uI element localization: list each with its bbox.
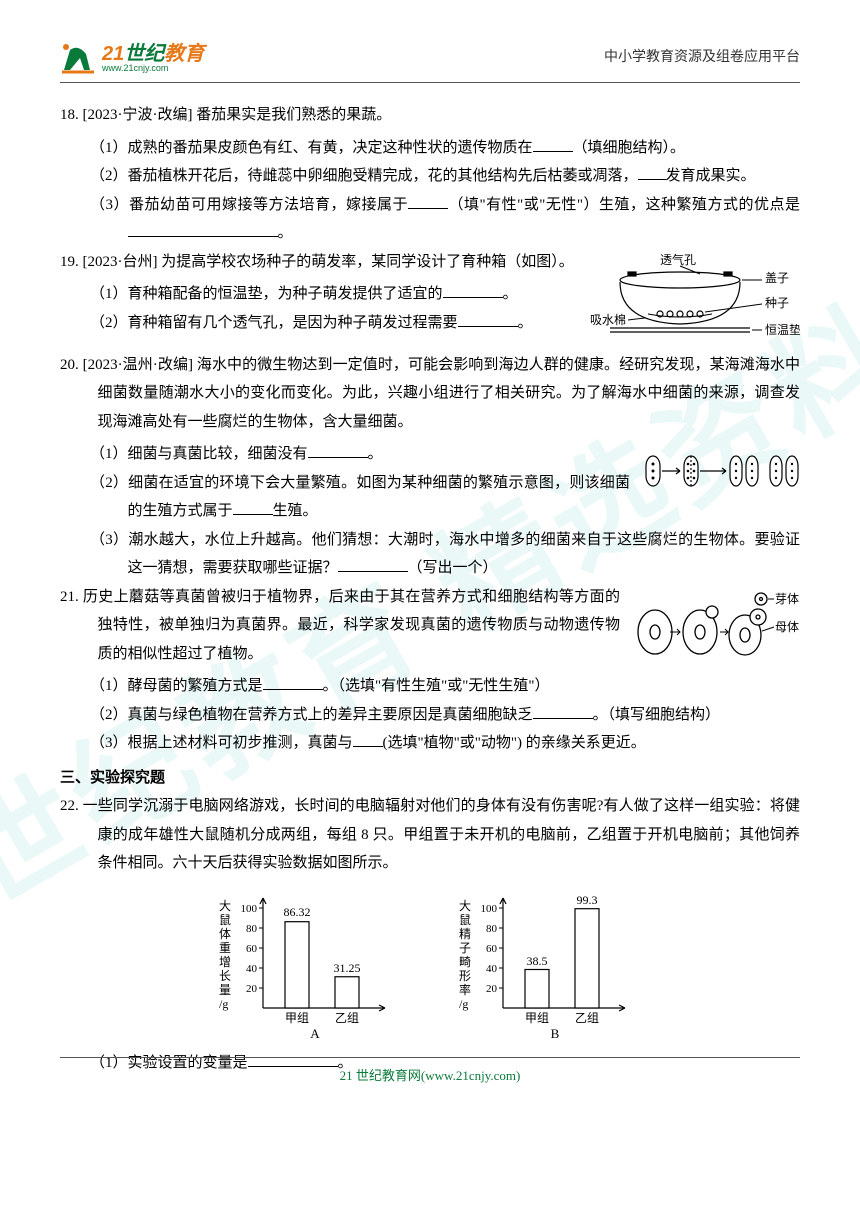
q18-sub2: （2）番茄植株开花后，待雌蕊中卵细胞受精完成，花的其他结构先后枯萎或凋落，发育成… — [60, 162, 800, 191]
logo-text-b: 世纪 — [124, 43, 164, 65]
svg-text:60: 60 — [486, 943, 498, 955]
svg-text:增: 增 — [219, 955, 231, 969]
svg-text:重: 重 — [219, 941, 231, 955]
svg-text:芽体: 芽体 — [775, 592, 799, 606]
svg-text:量: 量 — [219, 983, 231, 997]
page: 21世纪教育 www.21cnjy.com 中小学教育资源及组卷应用平台 18.… — [0, 0, 860, 1107]
q18-stem: 18. [2023·宁波·改编] 番茄果实是我们熟悉的果蔬。 — [60, 101, 800, 130]
svg-text:盖子: 盖子 — [765, 271, 789, 285]
svg-text:鼠: 鼠 — [459, 913, 471, 927]
svg-text:31.25: 31.25 — [334, 961, 361, 975]
svg-text:99.3: 99.3 — [577, 893, 598, 907]
svg-text:鼠: 鼠 — [219, 913, 231, 927]
svg-text:透气孔: 透气孔 — [660, 252, 696, 267]
svg-text:20: 20 — [246, 983, 258, 995]
svg-text:40: 40 — [486, 963, 498, 975]
section3-title: 三、实验探究题 — [60, 764, 800, 793]
logo-icon — [60, 40, 96, 76]
chart-a: 20 40 60 80 100 86.32 31.25 甲组 乙组 大鼠体 重增… — [215, 888, 405, 1043]
svg-text:/g: /g — [219, 997, 228, 1011]
q18-sub1: （1）成熟的番茄果皮颜色有红、有黄，决定这种性状的遗传物质在（填细胞结构）。 — [60, 134, 800, 163]
logo: 21世纪教育 www.21cnjy.com — [60, 40, 204, 76]
content: 18. [2023·宁波·改编] 番茄果实是我们熟悉的果蔬。 （1）成熟的番茄果… — [60, 101, 800, 1077]
svg-text:A: A — [310, 1026, 320, 1041]
svg-text:形: 形 — [459, 969, 471, 983]
logo-text-c: 教育 — [164, 43, 204, 65]
svg-text:100: 100 — [481, 903, 498, 915]
q18-sub3: （3）番茄幼苗可用嫁接等方法培育，嫁接属于（填"有性"或"无性"）生殖，这种繁殖… — [60, 191, 800, 248]
q21-sub3: （3）根据上述材料可初步推测，真菌与(选填"植物"或"动物") 的亲缘关系更近。 — [60, 729, 800, 758]
svg-text:吸水棉: 吸水棉 — [590, 313, 626, 327]
svg-text:子: 子 — [459, 941, 471, 955]
svg-text:40: 40 — [246, 963, 258, 975]
svg-text:甲组: 甲组 — [285, 1011, 309, 1025]
svg-text:畸: 畸 — [459, 955, 471, 969]
svg-text:长: 长 — [219, 969, 231, 983]
svg-text:86.32: 86.32 — [284, 905, 311, 919]
svg-text:大: 大 — [459, 899, 471, 913]
footer: 21 世纪教育网(www.21cnjy.com) — [60, 1057, 800, 1089]
svg-text:体: 体 — [219, 927, 231, 941]
svg-text:100: 100 — [241, 903, 258, 915]
chart-b: 20 40 60 80 100 38.5 99.3 甲组 乙组 大鼠精 子畸形 — [455, 888, 645, 1043]
svg-text:大: 大 — [219, 899, 231, 913]
q22-stem: 22. 一些同学沉溺于电脑网络游戏，长时间的电脑辐射对他们的身体有没有伤害呢?有… — [60, 792, 800, 878]
q21-sub2: （2）真菌与绿色植物在营养方式上的差异主要原因是真菌细胞缺乏。（填写细胞结构） — [60, 701, 800, 730]
svg-text:恒温垫: 恒温垫 — [765, 322, 800, 337]
svg-text:60: 60 — [246, 943, 258, 955]
svg-text:80: 80 — [246, 923, 258, 935]
q21-sub1: （1）酵母菌的繁殖方式是。（选填"有性生殖"或"无性生殖"） — [60, 672, 800, 701]
q22-charts: 20 40 60 80 100 86.32 31.25 甲组 乙组 大鼠体 重增… — [60, 888, 800, 1043]
svg-text:乙组: 乙组 — [575, 1011, 599, 1025]
svg-text:母体: 母体 — [775, 620, 799, 634]
q19-figure: 透气孔 盖子 种子 吸水棉 恒温垫 — [590, 252, 800, 347]
logo-url: www.21cnjy.com — [102, 64, 204, 73]
q20-stem: 20. [2023·温州·改编] 海水中的微生物达到一定值时，可能会影响到海边人… — [60, 351, 800, 437]
svg-text:乙组: 乙组 — [335, 1011, 359, 1025]
svg-text:甲组: 甲组 — [525, 1011, 549, 1025]
svg-text:精: 精 — [459, 927, 471, 941]
q20-figure — [640, 444, 800, 499]
svg-text:80: 80 — [486, 923, 498, 935]
svg-text:38.5: 38.5 — [527, 954, 548, 968]
svg-text:B: B — [551, 1026, 560, 1041]
header: 21世纪教育 www.21cnjy.com 中小学教育资源及组卷应用平台 — [60, 40, 800, 83]
q21-figure: 芽体 母体 — [630, 587, 800, 667]
svg-text:20: 20 — [486, 983, 498, 995]
q20-sub3: （3）潮水越大，水位上升越高。他们猜想：大潮时，海水中增多的细菌来自于这些腐烂的… — [60, 526, 800, 583]
logo-text-21: 21 — [102, 43, 124, 65]
svg-text:率: 率 — [459, 982, 471, 997]
header-title: 中小学教育资源及组卷应用平台 — [604, 45, 800, 72]
svg-text:种子: 种子 — [765, 296, 789, 310]
svg-text:/g: /g — [459, 997, 468, 1011]
